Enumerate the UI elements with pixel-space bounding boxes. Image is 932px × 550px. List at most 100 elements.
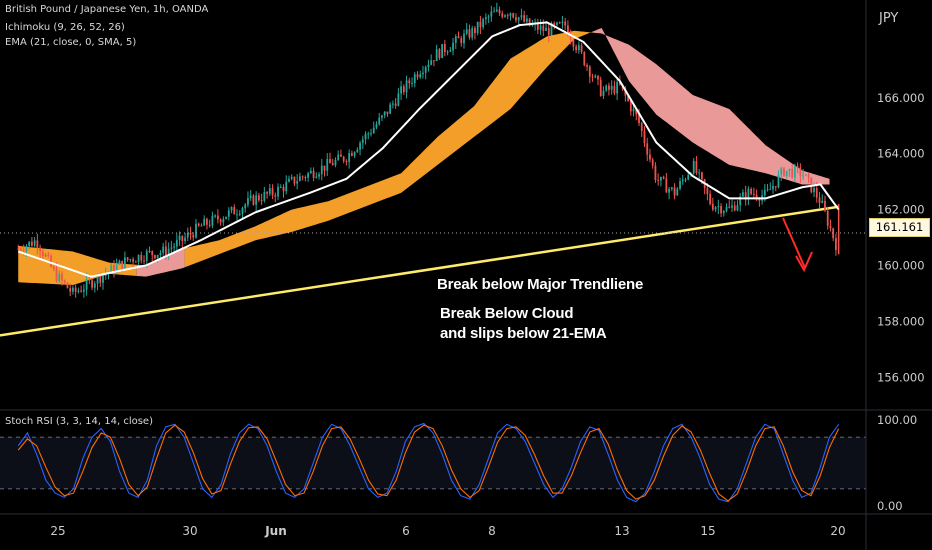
candle-body bbox=[676, 188, 679, 196]
candle-body bbox=[569, 35, 572, 40]
time-tick-label: 6 bbox=[402, 524, 410, 538]
candle-body bbox=[495, 9, 498, 12]
candle-body bbox=[364, 133, 367, 140]
candle-body bbox=[99, 275, 102, 283]
candle-body bbox=[126, 257, 129, 260]
candle-body bbox=[646, 143, 649, 155]
candle-body bbox=[742, 192, 744, 197]
ichimoku-cloud-bullish bbox=[184, 30, 593, 268]
candle-body bbox=[643, 131, 646, 144]
candle-body bbox=[769, 189, 772, 191]
candle-body bbox=[104, 273, 107, 276]
stoch-legend[interactable]: Stoch RSI (3, 3, 14, 14, close) bbox=[5, 416, 153, 427]
stoch-rsi-pane[interactable] bbox=[0, 422, 866, 503]
candle-body bbox=[159, 252, 162, 255]
candle-body bbox=[249, 195, 252, 199]
candle-body bbox=[454, 36, 457, 43]
candle-body bbox=[616, 82, 619, 94]
candle-body bbox=[640, 123, 643, 132]
candle-body bbox=[460, 38, 463, 44]
candle-body bbox=[413, 74, 416, 83]
candle-body bbox=[208, 224, 211, 226]
candle-body bbox=[826, 210, 829, 226]
candle-body bbox=[638, 114, 640, 124]
candle-body bbox=[91, 280, 93, 288]
candle-body bbox=[285, 181, 288, 192]
candle-body bbox=[706, 188, 709, 194]
candle-body bbox=[758, 198, 761, 201]
candle-body bbox=[74, 287, 77, 292]
candle-body bbox=[230, 207, 233, 211]
candle-body bbox=[140, 254, 143, 261]
candle-body bbox=[129, 259, 132, 261]
candle-body bbox=[293, 176, 296, 184]
candle-body bbox=[233, 207, 236, 215]
candle-body bbox=[82, 289, 85, 292]
candle-body bbox=[370, 133, 372, 135]
candle-body bbox=[506, 15, 509, 17]
candle-body bbox=[654, 165, 657, 181]
candle-body bbox=[69, 288, 72, 292]
candle-body bbox=[701, 172, 703, 180]
candle-body bbox=[722, 211, 725, 214]
candle-body bbox=[725, 206, 728, 212]
candle-body bbox=[219, 219, 222, 223]
candle-body bbox=[443, 44, 446, 53]
candle-body bbox=[591, 76, 594, 78]
candle-body bbox=[772, 186, 774, 190]
price-tick-label: 160.000 bbox=[877, 258, 925, 272]
candle-body bbox=[763, 190, 766, 196]
ichimoku-legend[interactable]: Ichimoku (9, 26, 52, 26) bbox=[5, 22, 125, 33]
candle-body bbox=[143, 260, 145, 262]
candle-body bbox=[512, 13, 515, 18]
candle-body bbox=[556, 22, 558, 25]
candle-body bbox=[687, 174, 690, 180]
candle-body bbox=[651, 159, 654, 166]
candle-body bbox=[659, 176, 662, 181]
candle-body bbox=[657, 180, 660, 182]
candle-body bbox=[110, 264, 113, 273]
candle-body bbox=[780, 168, 783, 175]
projection-arrow bbox=[782, 217, 806, 269]
candle-body bbox=[490, 11, 493, 17]
candle-body bbox=[463, 33, 465, 44]
candle-body bbox=[173, 246, 176, 248]
ichimoku-cloud-bearish bbox=[592, 27, 830, 185]
candle-body bbox=[482, 19, 485, 28]
candle-body bbox=[304, 177, 307, 179]
candle-body bbox=[241, 208, 244, 214]
candle-body bbox=[649, 154, 651, 160]
candle-body bbox=[211, 215, 214, 226]
candle-body bbox=[594, 75, 597, 78]
candle-body bbox=[170, 247, 173, 249]
candle-body bbox=[323, 165, 326, 171]
ema-legend[interactable]: EMA (21, close, 0, SMA, 5) bbox=[5, 37, 137, 48]
candle-body bbox=[203, 218, 206, 226]
time-tick-label: 20 bbox=[830, 524, 845, 538]
candle-body bbox=[515, 17, 517, 21]
candle-body bbox=[714, 207, 717, 210]
candle-body bbox=[113, 264, 115, 273]
candle-body bbox=[39, 247, 42, 252]
candle-body bbox=[134, 261, 137, 263]
candle-body bbox=[255, 195, 258, 205]
candle-body bbox=[381, 115, 383, 118]
candle-body bbox=[181, 235, 184, 242]
candle-body bbox=[238, 213, 241, 215]
candle-body bbox=[802, 175, 805, 177]
candle-body bbox=[331, 163, 334, 166]
candle-body bbox=[186, 232, 189, 238]
candle-body bbox=[340, 154, 342, 157]
candle-body bbox=[731, 205, 733, 208]
candle-body bbox=[613, 85, 616, 94]
candle-body bbox=[274, 195, 277, 197]
candle-body bbox=[446, 51, 449, 53]
candle-body bbox=[268, 188, 271, 194]
symbol-legend[interactable]: British Pound / Japanese Yen, 1h, OANDA bbox=[5, 4, 209, 15]
price-tick-label: 162.000 bbox=[877, 203, 925, 217]
candle-body bbox=[577, 45, 580, 51]
time-tick-label: 30 bbox=[182, 524, 197, 538]
candle-body bbox=[733, 205, 736, 211]
price-pane[interactable] bbox=[0, 2, 866, 337]
candle-body bbox=[165, 246, 167, 256]
